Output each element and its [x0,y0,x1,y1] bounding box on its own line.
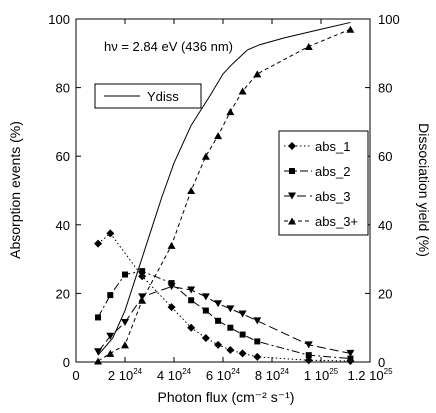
legend-ydiss-box [94,83,202,109]
data-point-abs-3 [187,286,196,294]
data-point-abs-3plus [138,296,147,304]
data-point-abs-3 [121,319,129,327]
annotation-hv: hν = 2.84 eV (436 nm) [104,39,233,54]
data-point-abs-2 [347,355,354,362]
x-tick-label: 1.2 1025 [347,367,393,383]
data-point-abs-3plus [94,357,103,365]
data-point-abs-2 [305,352,312,359]
data-point-abs-2 [254,338,261,345]
data-point-abs-2 [227,324,234,331]
data-point-abs-1 [106,229,115,238]
data-point-abs-1 [167,303,176,312]
legend-abs-1-label: abs_1 [315,139,350,154]
x-tick-label: 1 1025 [304,367,339,383]
y-tick-label-left: 20 [56,286,70,301]
data-point-abs-2 [95,314,102,321]
data-point-abs-2 [139,268,146,275]
x-axis-title: Photon flux (cm⁻² s⁻¹) [158,389,295,405]
y-axis-title-left: Absorption events (%) [7,121,23,259]
markers-layer [94,25,355,365]
y-tick-label-right: 60 [378,149,392,164]
y-tick-label-right: 0 [378,355,385,370]
data-point-abs-3 [238,310,247,318]
data-point-abs-2 [188,297,195,304]
data-point-abs-1 [226,345,235,354]
data-point-abs-3plus [106,349,115,357]
data-point-abs-3 [106,332,115,340]
x-tick-label: 4 1024 [157,367,192,383]
data-point-abs-1 [253,352,262,361]
legend-abs-box [278,130,369,236]
data-point-abs-3plus [201,152,210,160]
legend-abs: abs_1 abs_2 abs_3 abs_3+ [278,130,369,236]
data-point-abs-2 [122,271,128,278]
data-point-abs-1 [187,323,196,332]
data-point-abs-1 [304,356,313,365]
legend-marker-abs-1 [288,142,296,150]
data-point-abs-3 [253,317,262,325]
data-point-abs-3plus [346,25,355,33]
data-point-abs-3plus [226,108,235,116]
x-tick-label: 8 1024 [255,367,290,383]
data-point-abs-2 [239,331,246,338]
legend-abs-3plus-label: abs_3+ [315,214,358,229]
y-tick-label-left: 100 [48,12,70,27]
legend-marker-abs-3 [288,192,296,200]
legend-abs-3-label: abs_3 [315,189,350,204]
legend-marker-abs-3plus [288,217,296,225]
data-point-abs-3plus [187,187,196,194]
y-tick-label-right: 80 [378,81,392,96]
data-point-abs-3plus [238,87,247,95]
legend-marker-abs-2 [289,168,295,174]
legend-abs-2-label: abs_2 [315,164,350,179]
data-point-abs-3plus [304,42,313,50]
data-point-abs-3 [214,300,223,308]
legend-ydiss-label: Ydiss [147,89,179,104]
data-point-abs-3 [346,349,355,357]
data-point-abs-3plus [167,241,176,249]
legend-ydiss: Ydiss [94,83,202,109]
data-point-abs-3 [94,348,103,356]
y-tick-label-left: 60 [56,149,70,164]
x-tick-label: 2 1024 [108,367,143,383]
data-point-abs-3 [226,305,235,313]
series-line-abs-1 [97,232,351,362]
data-point-abs-1 [138,272,147,281]
data-point-abs-3 [201,293,210,301]
data-point-abs-3plus [121,341,129,349]
data-point-abs-1 [94,239,103,248]
y-tick-label-left: 40 [56,218,70,233]
data-point-abs-1 [238,349,247,358]
x-tick-label: 6 1024 [206,367,241,383]
data-point-abs-3plus [253,70,262,78]
data-point-abs-2 [215,317,222,324]
y-tick-label-left: 80 [56,81,70,96]
data-point-abs-2 [107,292,114,299]
data-point-abs-3 [167,283,176,291]
series-line-ydiss [97,21,351,356]
y-tick-label-right: 40 [378,218,392,233]
y-tick-label-right: 100 [378,12,400,27]
data-point-abs-1 [201,333,210,342]
data-point-abs-1 [214,340,223,349]
y-axis-title-right: Dissociation yield (%) [416,123,432,257]
data-point-abs-3 [304,341,313,349]
y-tick-label-left: 0 [63,355,70,370]
data-point-abs-3plus [214,132,223,140]
x-tick-label: 0 [72,368,79,383]
data-point-abs-2 [202,307,209,314]
series-line-abs-3 [97,286,351,354]
y-tick-label-right: 20 [378,286,392,301]
